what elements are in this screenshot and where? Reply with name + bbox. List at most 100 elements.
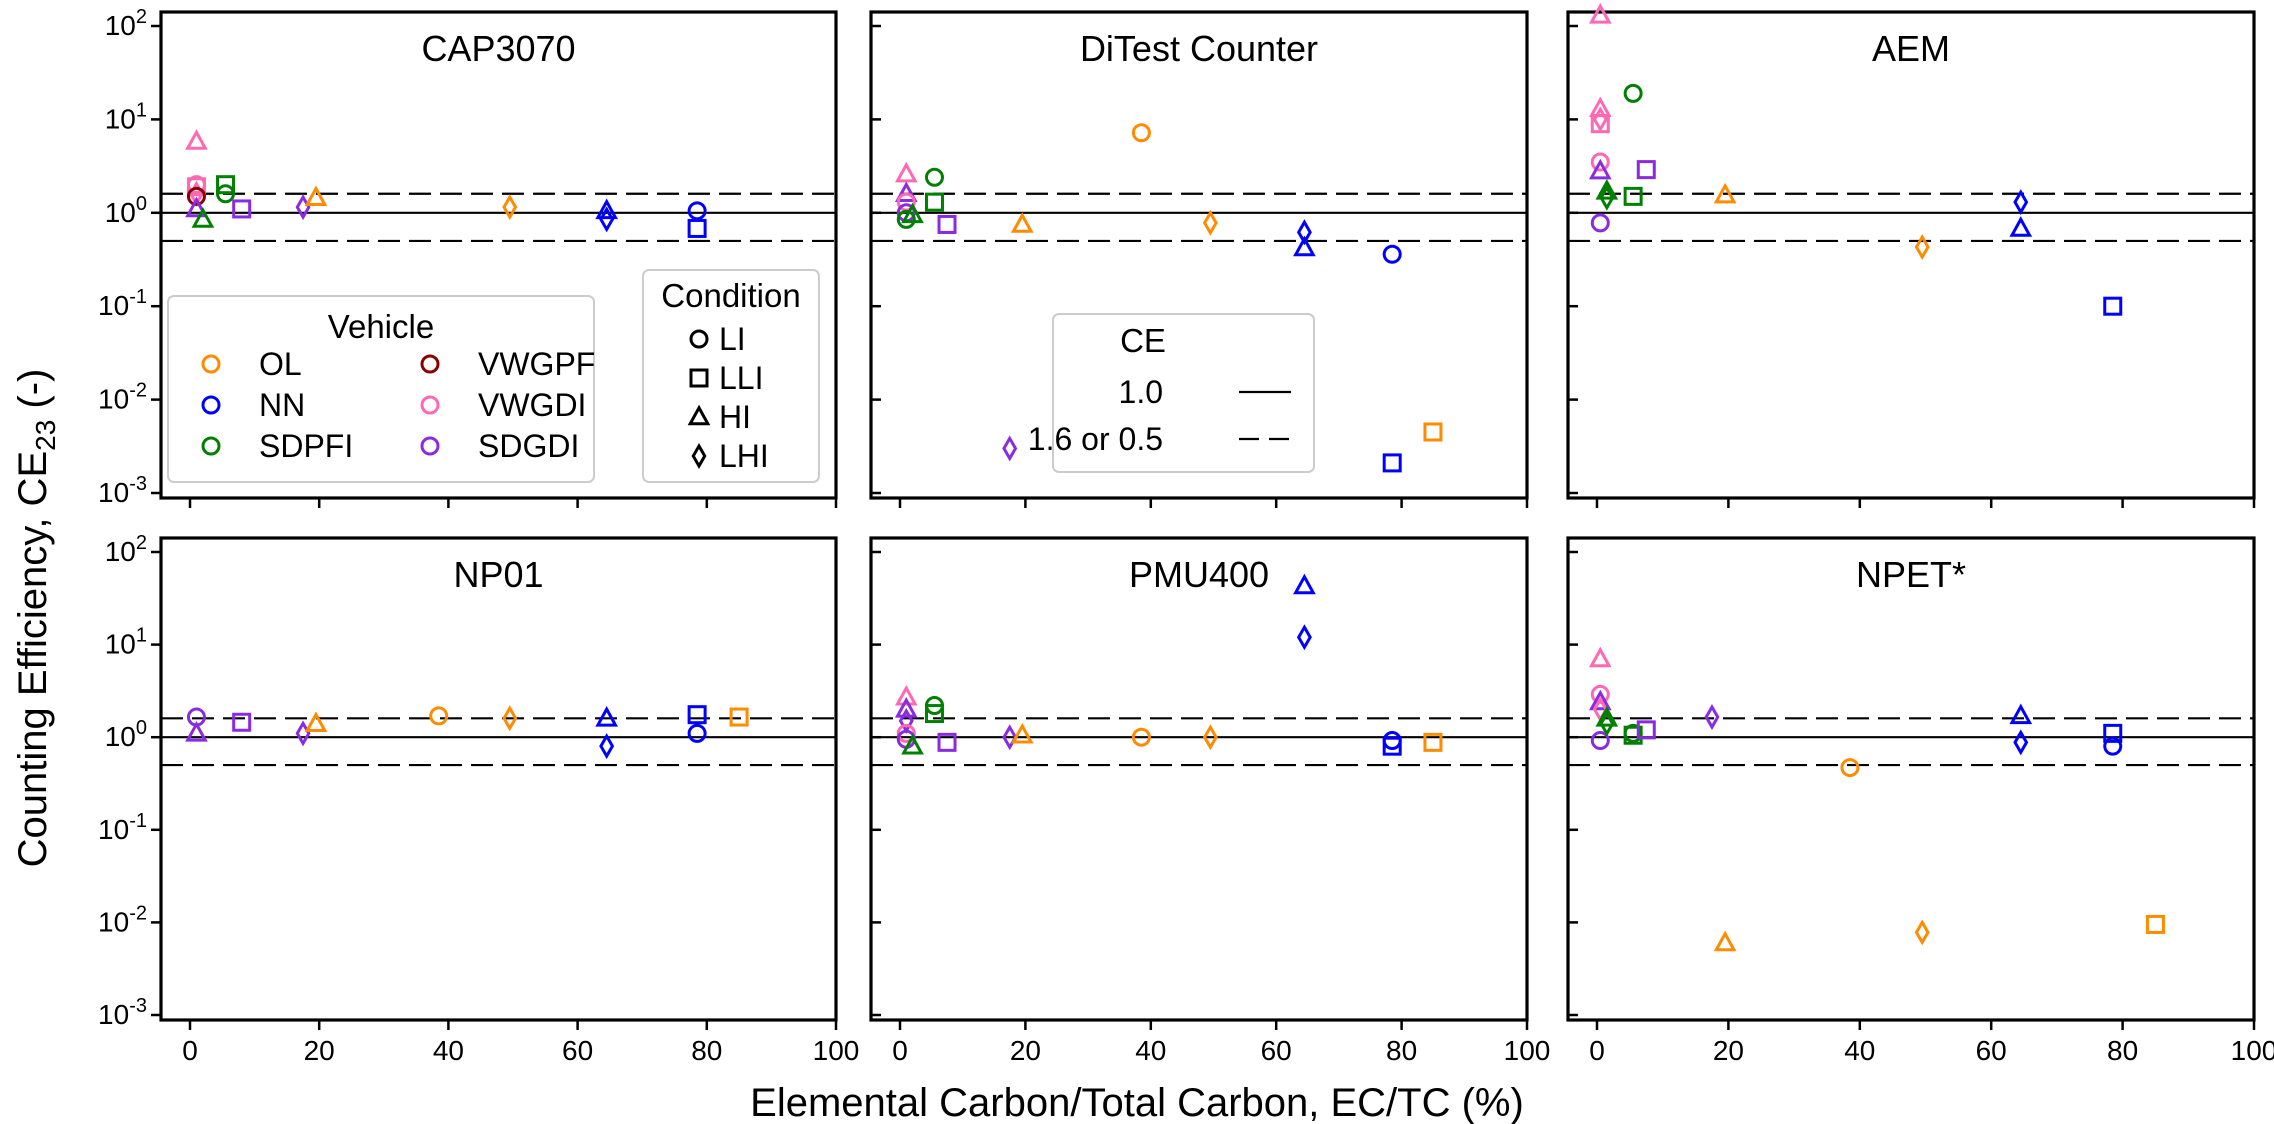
data-point-nn-lli: [687, 218, 707, 238]
data-point-nn-li: [1382, 244, 1402, 264]
data-point-sdgdi-li: [1590, 731, 1610, 751]
data-point-nn-hi: [1293, 235, 1316, 257]
y-tick-label: 10-2: [98, 380, 147, 415]
data-point-sdgdi-lhi: [1002, 435, 1018, 462]
y-tick-exponent: -1: [129, 810, 147, 832]
data-point-nn-lli: [687, 705, 707, 725]
data-point-nn-lhi: [599, 733, 615, 760]
data-point-sdgdi-lhi: [1704, 704, 1720, 731]
data-point-vwgdi-hi: [185, 129, 208, 150]
y-tick-exponent: 2: [136, 6, 147, 28]
data-point-sdpfi-hi: [1595, 705, 1619, 727]
legend-vehicle-label: SDGDI: [478, 428, 579, 464]
y-tick-base: 10: [98, 384, 129, 415]
data-point-ol-hi: [1713, 182, 1737, 204]
legend-vehicle-entries: OL VWGPF NN VWGDI SDPFI SDGDI: [201, 346, 595, 464]
data-point-sdpfi-lli: [1623, 186, 1643, 206]
data-point-sdgdi-lhi: [295, 194, 311, 221]
data-point-ol-hi: [1713, 930, 1737, 952]
data-point-vwgdi-hi: [1588, 646, 1612, 668]
data-point-sdgdi-lli: [232, 712, 252, 732]
legend-condition-marker: [691, 442, 707, 470]
x-tick-label: 40: [1135, 1035, 1166, 1066]
panel-title: DiTest Counter: [1080, 28, 1318, 69]
data-point-ol-lhi: [502, 194, 518, 221]
data-point-ol-lhi: [1914, 919, 1930, 946]
panel-title: NP01: [453, 554, 543, 595]
y-axis-label-subscript: 23: [30, 420, 61, 451]
x-tick-label: 100: [813, 1035, 860, 1066]
data-point-sdgdi-lhi: [295, 720, 311, 747]
y-tick-exponent: 0: [136, 717, 147, 739]
data-point-ol-li: [429, 706, 449, 726]
data-point-sdgdi-lli: [232, 199, 252, 219]
data-point-sdgdi-hi: [894, 697, 918, 718]
data-point-vwgdi-lli: [186, 177, 206, 197]
data-point-ol-lli: [729, 707, 749, 727]
y-axis-label: Counting Efficiency, CE23 (-): [11, 369, 61, 868]
panel-frame: [159, 10, 838, 500]
data-point-sdpfi-li: [896, 209, 916, 229]
y-tick-label: 102: [105, 6, 147, 41]
legend-vehicle-label: NN: [259, 387, 305, 423]
data-point-sdpfi-lli: [924, 704, 944, 724]
x-tick-label: 0: [182, 1035, 198, 1066]
legend-vehicle-marker: [201, 395, 221, 415]
x-tick-label: 80: [691, 1035, 722, 1066]
panel-title: CAP3070: [421, 28, 575, 69]
legend-condition-marker: [689, 368, 709, 388]
data-point-ol-hi: [1010, 212, 1034, 233]
legend-ce-label: 1.0: [1119, 374, 1163, 410]
data-point-nn-hi: [595, 705, 619, 727]
x-tick-label: 20: [1010, 1035, 1041, 1066]
data-point-vwgdi-hi: [1588, 3, 1612, 24]
x-tick-label: 0: [1589, 1035, 1605, 1066]
data-point-ol-lli: [1423, 422, 1443, 442]
legend-vehicle-marker: [420, 436, 440, 456]
data-point-sdgdi-li: [1590, 213, 1610, 233]
legend-vehicle-marker: [201, 354, 221, 374]
panel-title: AEM: [1872, 28, 1950, 69]
y-tick-label: 10-1: [98, 810, 147, 845]
legend-vehicle-frame: [167, 295, 595, 483]
data-point-nn-lhi: [1296, 624, 1312, 651]
data-point-ol-hi: [304, 711, 328, 732]
data-point-ol-li: [1840, 758, 1860, 778]
legend-condition-label: HI: [719, 399, 751, 435]
y-axis-label-main: Counting Efficiency, CE: [11, 451, 55, 868]
data-point-nn-li: [687, 723, 707, 743]
data-point-sdpfi-hi: [191, 207, 215, 228]
data-point-ol-lhi: [502, 705, 518, 732]
legend-condition-label: LI: [719, 321, 746, 357]
data-point-nn-li: [1382, 731, 1402, 751]
y-tick-label: 10-2: [98, 902, 147, 937]
data-point-sdpfi-li: [1623, 83, 1643, 103]
data-point-sdpfi-lhi: [1599, 184, 1615, 211]
legend-ce: CE 1.0 1.6 or 0.5: [1028, 313, 1315, 473]
x-tick-label: 60: [562, 1035, 593, 1066]
x-tick-label: 100: [2231, 1035, 2274, 1066]
legend-condition-frame: [642, 269, 820, 483]
x-tick-label: 20: [304, 1035, 335, 1066]
legend-condition-title: Condition: [661, 277, 800, 314]
legend-vehicle-marker: [420, 395, 440, 415]
legend-ce-label: 1.6 or 0.5: [1028, 421, 1163, 457]
data-point-nn-lli: [2103, 723, 2123, 743]
y-tick-label: 101: [105, 625, 147, 660]
legend-condition-label: LHI: [719, 438, 769, 474]
panel-5: 0 20 40 60 80 100 PMU400: [869, 536, 1550, 1066]
y-tick-base: 10: [105, 197, 136, 228]
y-tick-base: 10: [105, 536, 136, 567]
data-point-ol-hi: [1010, 722, 1034, 744]
data-point-nn-lli: [2103, 296, 2123, 316]
data-point-ol-lhi: [1914, 234, 1930, 261]
y-tick-base: 10: [105, 721, 136, 752]
y-tick-exponent: -3: [129, 473, 147, 495]
y-tick-exponent: 0: [136, 193, 147, 215]
data-point-sdgdi-lhi: [1002, 724, 1018, 751]
panel-3: AEM: [1566, 3, 2256, 508]
y-tick-base: 10: [98, 290, 129, 321]
